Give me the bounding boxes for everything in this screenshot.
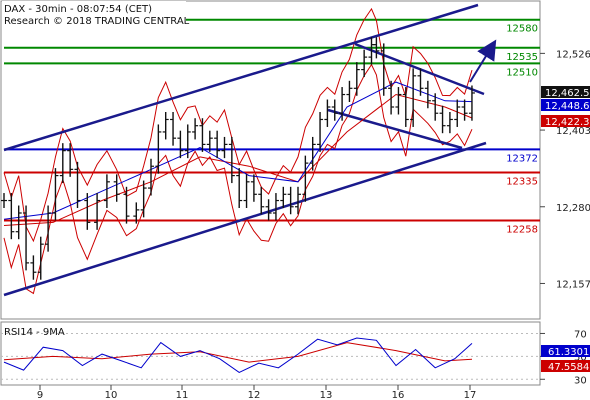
channel-lower-line: [3, 141, 487, 297]
rsi-tag-label: 47.5584: [548, 362, 589, 373]
rsi-tag-box: [541, 360, 590, 372]
x-tick-label: 16: [392, 390, 405, 400]
time-axis: 9 10 11 12 13 16 17: [37, 385, 477, 400]
rsi-ma-line: [3, 342, 473, 363]
level-label-12372: 12372: [506, 153, 538, 164]
price-tag-label: 12,422.3: [545, 117, 590, 128]
x-tick-label: 12: [248, 390, 261, 400]
rsi-panel: [0, 321, 541, 386]
x-tick-label: 13: [320, 390, 333, 400]
copyright-label: Research © 2018 TRADING CENTRAL: [4, 16, 190, 27]
level-label-12510: 12510: [506, 67, 538, 78]
channel-upper-line: [3, 3, 479, 152]
y-tick-label: 12,526: [556, 49, 590, 60]
rsi-tag-label: 61.3301: [548, 347, 589, 358]
band-upper: [3, 7, 473, 243]
header-backdrop: [2, 1, 186, 28]
rsi-series: [1, 332, 540, 380]
y-tick-label: 12,403: [556, 126, 590, 137]
rsi-y-tick-label: 50: [574, 352, 587, 363]
price-tag-box: [541, 99, 590, 111]
price-tag-label: 12,448.6: [545, 101, 590, 112]
rsi-tags: 61.3301 47.5584: [541, 345, 590, 373]
level-labels: 12580 12535 12510 12372 12335 12258: [506, 24, 538, 236]
rsi-line: [3, 337, 473, 373]
rsi-title: RSI14 - 9MA: [4, 327, 65, 338]
x-tick-label: 9: [37, 390, 43, 400]
channel-lines: [3, 3, 497, 297]
level-label-12535: 12535: [506, 52, 538, 63]
chart-title: DAX - 30min - 08:07:54 (CET): [4, 4, 152, 15]
rsi-y-tick-label: 70: [574, 329, 587, 340]
main-panel: [0, 0, 541, 320]
ma-slow-line: [3, 93, 473, 226]
level-label-12335: 12335: [506, 176, 538, 187]
x-tick-label: 17: [464, 390, 477, 400]
ma-fast-line: [3, 81, 473, 220]
level-label-12580: 12580: [506, 24, 538, 35]
price-axis: 12,157 12,280 12,403 12,526: [540, 49, 590, 290]
rsi-y-tick-label: 30: [574, 375, 587, 386]
price-tag-label: 12,462.5: [545, 88, 590, 99]
y-tick-label: 12,280: [556, 203, 590, 214]
rsi-tag-box: [541, 345, 590, 357]
x-tick-label: 10: [105, 390, 118, 400]
x-tick-label: 11: [176, 390, 189, 400]
wedge-lower-line: [327, 108, 463, 150]
level-label-12258: 12258: [506, 224, 538, 235]
forecast-arrow: [469, 39, 497, 83]
price-tag-box: [541, 115, 590, 127]
price-tag-box: [541, 86, 590, 98]
y-tick-label: 12,157: [556, 279, 590, 290]
price-tags: 12,462.5 12,448.6 12,422.3: [541, 86, 590, 128]
price-series: [1, 37, 475, 280]
